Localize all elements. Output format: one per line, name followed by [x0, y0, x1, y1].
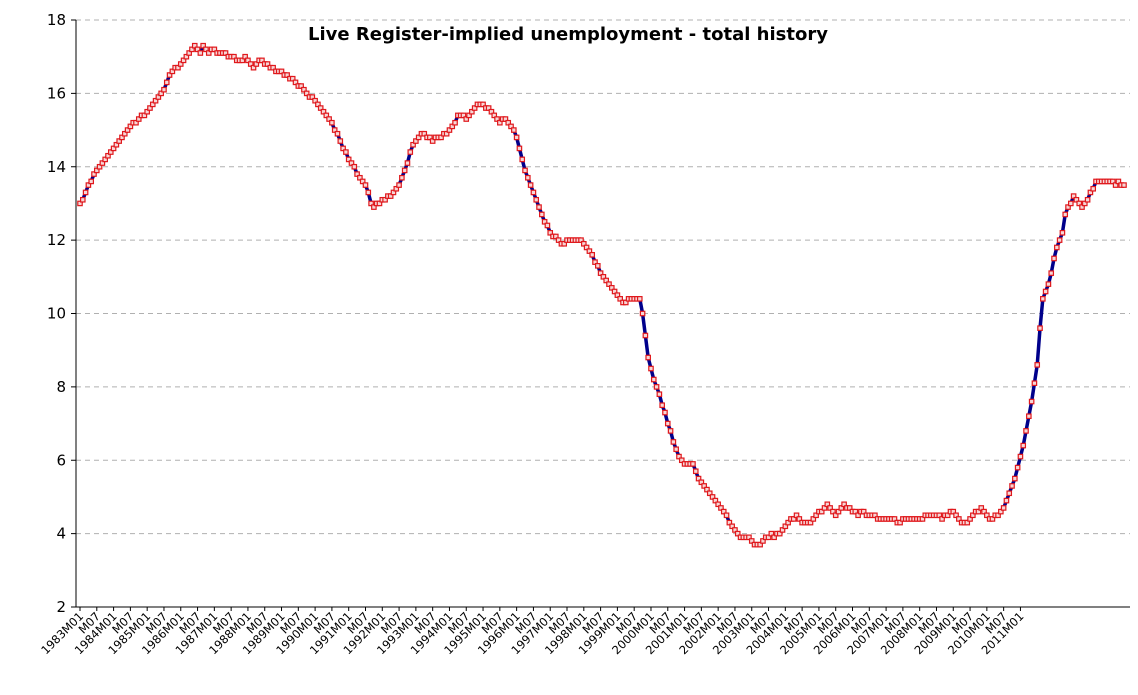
data-point [1014, 464, 1021, 471]
y-tick-label: 2 [56, 598, 66, 616]
data-point [401, 167, 408, 174]
data-point [334, 130, 341, 137]
data-point [1059, 229, 1066, 236]
data-point [197, 50, 204, 56]
data-point [1009, 483, 1015, 489]
data-point [525, 174, 531, 181]
data-point [1062, 211, 1069, 218]
data-point [544, 222, 551, 229]
data-point [82, 189, 89, 196]
data-point [1020, 442, 1027, 449]
data-point [670, 439, 677, 445]
data-point [1056, 237, 1063, 243]
data-point [163, 79, 170, 86]
data-point [659, 402, 665, 409]
data-point [1000, 505, 1007, 511]
data-point [79, 196, 86, 203]
data-point [1040, 296, 1046, 302]
data-point [664, 420, 671, 427]
data-point [1121, 182, 1127, 188]
data-point [399, 174, 405, 181]
data-point [407, 149, 414, 155]
data-point [530, 189, 537, 196]
data-point [337, 138, 344, 144]
data-point [595, 263, 601, 269]
data-point [404, 160, 411, 166]
data-point [1045, 281, 1052, 287]
data-point [329, 119, 335, 126]
data-point [650, 376, 657, 383]
y-axis-ticks: 2 4 6 8 10 12 14 16 18 [47, 11, 66, 616]
data-point [88, 178, 94, 185]
data-point [1037, 325, 1043, 331]
data-point [1084, 196, 1091, 203]
data-point [365, 189, 372, 196]
y-tick-label: 12 [47, 231, 66, 249]
data-point [673, 446, 679, 453]
data-point [1012, 475, 1018, 482]
data-point [1048, 270, 1055, 276]
data-point [511, 127, 517, 133]
data-point [1051, 255, 1057, 262]
data-point [1026, 413, 1032, 420]
data-point [667, 428, 674, 434]
data-point [653, 384, 660, 390]
series-path [78, 43, 1124, 547]
data-point [648, 365, 654, 372]
data-point [662, 409, 668, 416]
x-axis-ticks: 1983M01M071984M01M071985M01M071986M01M07… [38, 609, 1026, 657]
data-point [452, 119, 458, 126]
data-point [1003, 497, 1010, 504]
data-point [1068, 200, 1074, 207]
chart-title: Live Register-implied unemployment - tot… [308, 24, 828, 45]
data-point [692, 468, 699, 475]
data-point [362, 182, 369, 188]
y-tick-label: 10 [47, 305, 66, 323]
data-point [396, 182, 402, 188]
y-tick-label: 16 [47, 84, 66, 102]
data-point [642, 332, 649, 339]
data-point [539, 211, 545, 218]
data-point [522, 167, 528, 174]
y-tick-label: 14 [47, 158, 66, 176]
gridlines [76, 19, 1130, 535]
data-point [1034, 362, 1041, 368]
data-point [519, 156, 526, 163]
y-tick-label: 4 [56, 525, 66, 543]
data-point [723, 512, 730, 519]
y-tick-label: 8 [56, 378, 66, 396]
data-point [533, 196, 540, 203]
data-point [1090, 185, 1097, 192]
data-point [536, 204, 542, 210]
data-point [656, 391, 663, 398]
data-point [516, 145, 523, 152]
data-point [1017, 453, 1024, 460]
data-point [343, 149, 349, 155]
series-line [78, 43, 1124, 547]
data-point [639, 310, 646, 317]
data-point [1054, 244, 1060, 251]
data-point [513, 134, 520, 141]
data-point [1028, 398, 1035, 405]
data-point [1031, 380, 1038, 387]
data-point [351, 163, 358, 170]
data-point [645, 354, 651, 361]
y-tick-label: 18 [47, 11, 66, 29]
data-point [527, 182, 534, 188]
data-point [161, 86, 167, 93]
data-point [1023, 428, 1029, 434]
data-point [589, 252, 596, 258]
axes [71, 19, 1130, 611]
series-markers [77, 42, 1127, 548]
data-point [1042, 288, 1049, 295]
data-point [636, 296, 643, 302]
data-point [690, 461, 696, 467]
y-tick-label: 6 [56, 451, 66, 469]
data-point [1006, 490, 1013, 497]
